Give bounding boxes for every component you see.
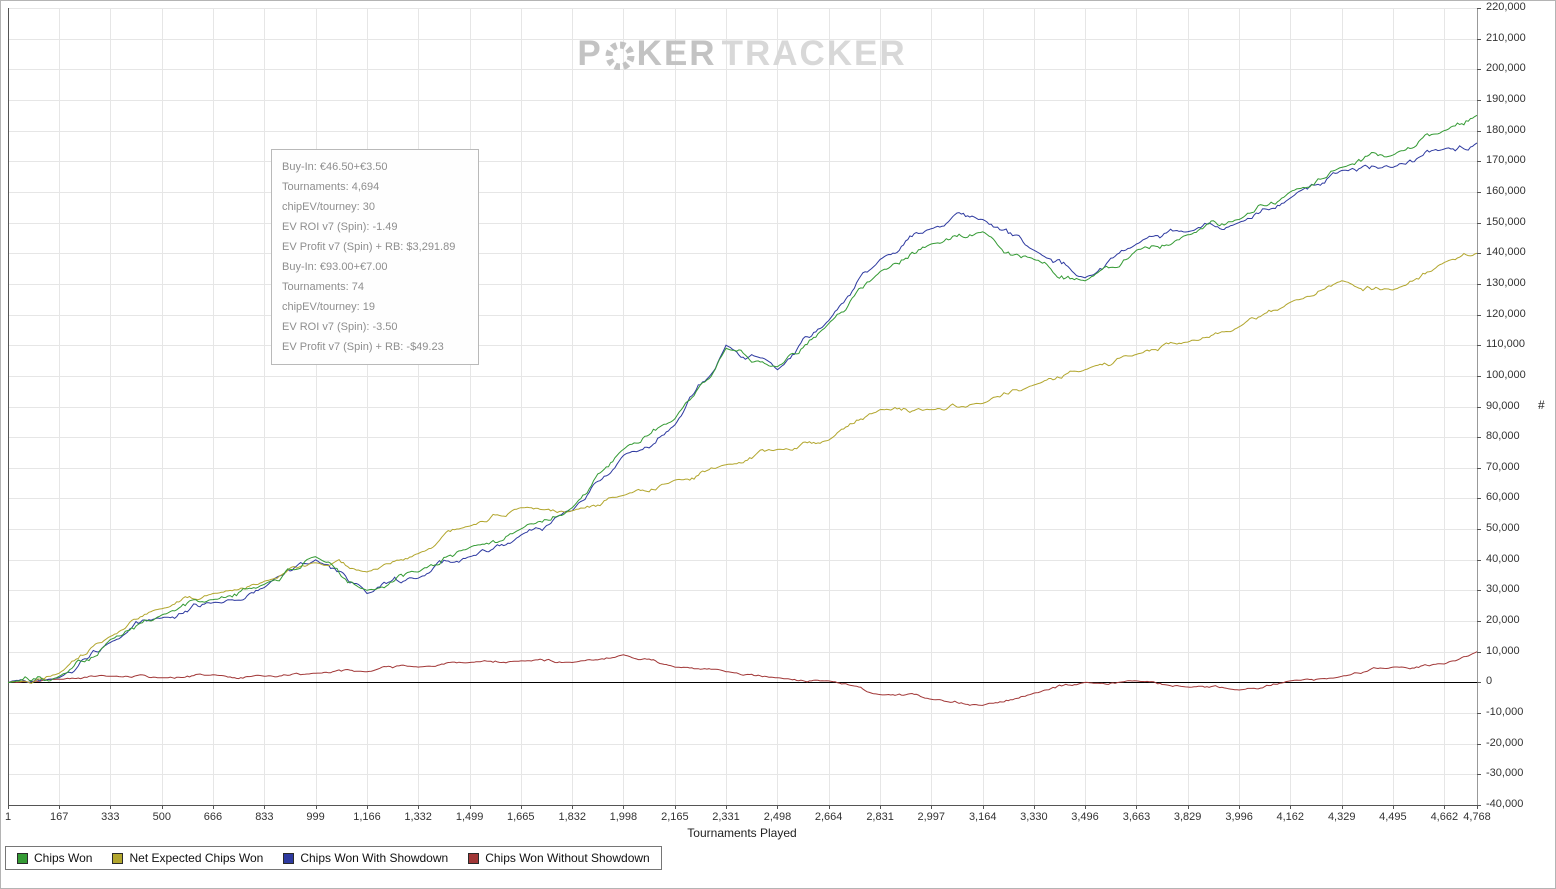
y-tick-label: 0 [1486,675,1493,688]
y-tick-label: 110,000 [1486,338,1525,351]
x-tick-label: 1,332 [404,811,432,823]
y-tick-label: 190,000 [1486,92,1526,105]
y-tick-label: 60,000 [1486,491,1520,504]
legend-item: Net Expected Chips Won [112,851,263,865]
x-tick-label: 1,998 [609,811,638,823]
series-line-net-expected-chips-won [7,252,1478,684]
y-tick-label: 140,000 [1486,246,1526,259]
y-tick-label: 170,000 [1486,154,1526,167]
tooltip-line: Tournaments: 4,694 [282,181,380,193]
y-tick-label: -10,000 [1486,706,1524,719]
legend-item: Chips Won Without Showdown [468,851,650,865]
series-line-chips-won [8,114,1478,683]
x-tick-label: 4,662 [1430,811,1459,823]
x-tick-label: 2,165 [661,811,689,823]
x-tick-label: 2,664 [814,811,843,823]
y-tick-label: 80,000 [1486,430,1520,443]
x-tick-label: 4,495 [1379,811,1407,823]
legend-label: Chips Won [34,851,93,865]
x-axis-title: Tournaments Played [687,826,797,840]
legend: Chips Won Net Expected Chips Won Chips Won… [5,846,662,870]
y-tick-label: 220,000 [1486,1,1526,13]
x-tick-label: 833 [255,811,274,823]
y-tick-label: -20,000 [1486,736,1524,749]
x-tick-label: 3,330 [1020,811,1048,823]
x-tick-label: 2,997 [917,811,945,823]
tooltip-line: Tournaments: 74 [282,281,364,293]
x-tick-label: 1,665 [507,811,535,823]
x-tick-label: 333 [101,811,120,823]
x-tick-label: 2,831 [866,811,894,823]
x-tick-label: 1,499 [455,811,484,823]
legend-label: Net Expected Chips Won [129,851,264,865]
tooltip-line: Buy-In: €46.50+€3.50 [282,161,388,173]
y-tick-label: 120,000 [1486,307,1526,320]
x-tick-label: 1 [4,811,12,823]
tooltip-line: Buy-In: €93.00+€7.00 [282,261,388,273]
legend-label: Chips Won Without Showdown [485,851,650,865]
x-tick-label: 3,996 [1225,811,1253,823]
tooltip-line: chipEV/tourney: 30 [282,201,375,213]
series-line-chips-won-without-showdown [7,651,1478,706]
x-tick-label: 3,164 [968,811,997,823]
legend-swatch [283,852,295,864]
stats-tooltip: Buy-In: €46.50+€3.50 Tournaments: 4,694 ch… [271,149,479,365]
x-tick-label: 3,496 [1071,811,1099,823]
legend-item: Chips Won [17,851,92,865]
y-tick-label: -30,000 [1486,767,1524,780]
tooltip-line: EV ROI v7 (Spin): -1.49 [282,221,398,233]
y-tick-label: 150,000 [1486,215,1526,228]
y-tick-label: -40,000 [1486,798,1524,810]
tooltip-line: EV ROI v7 (Spin): -3.50 [282,321,398,333]
y-tick-label: 180,000 [1486,123,1526,136]
y-tick-label: 10,000 [1486,644,1520,657]
x-tick-label: 3,663 [1122,811,1151,823]
x-tick-label: 4,768 [1463,811,1491,823]
x-tick-label: 4,329 [1327,811,1356,823]
tooltip-line: EV Profit v7 (Spin) + RB: $3,291.89 [282,241,456,253]
y-tick-label: 160,000 [1486,184,1526,197]
tooltip-line: chipEV/tourney: 19 [282,301,375,313]
y-tick-label: 40,000 [1486,552,1520,565]
legend-item: Chips Won With Showdown [283,851,448,865]
x-tick-label: 1,166 [353,811,381,823]
y-tick-label: 70,000 [1486,460,1520,473]
x-tick-label: 500 [152,811,171,823]
legend-swatch [468,852,480,864]
y-axis-title: # [1538,398,1545,412]
y-tick-label: 200,000 [1486,62,1526,75]
x-tick-label: 2,331 [712,811,740,823]
x-tick-label: 167 [49,811,69,823]
legend-label: Chips Won With Showdown [300,851,449,865]
y-tick-label: 20,000 [1486,614,1520,627]
y-tick-label: 50,000 [1486,522,1520,535]
y-tick-label: 100,000 [1486,368,1526,381]
x-tick-label: 2,498 [763,811,792,823]
legend-swatch [112,852,124,864]
x-tick-label: 3,829 [1173,811,1202,823]
x-tick-label: 999 [306,811,325,823]
legend-swatch [17,852,28,864]
x-tick-label: 666 [203,811,223,823]
y-tick-label: 90,000 [1486,399,1520,412]
x-tick-label: 4,162 [1276,811,1305,823]
y-tick-label: 210,000 [1486,31,1526,44]
tooltip-line: EV Profit v7 (Spin) + RB: -$49.23 [282,341,444,353]
x-tick-label: 1,832 [558,811,586,823]
y-tick-label: 130,000 [1486,276,1526,289]
y-tick-label: 30,000 [1486,583,1520,596]
series-line-chips-won-with-showdown [7,142,1478,683]
